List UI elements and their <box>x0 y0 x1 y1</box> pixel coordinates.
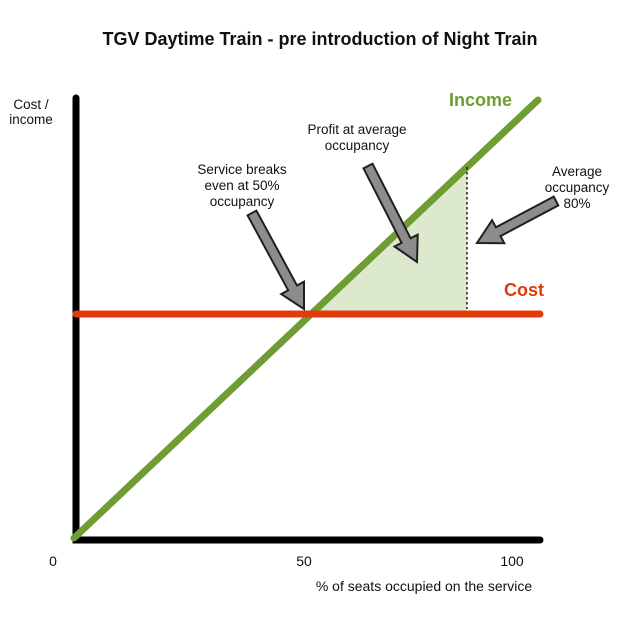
average-occupancy-arrow-icon <box>475 195 560 245</box>
x-tick-50: 50 <box>296 553 312 569</box>
y-axis-label: Cost / income <box>9 97 53 127</box>
cost-line-label: Cost <box>504 280 544 300</box>
income-line-label: Income <box>449 90 513 110</box>
annotation-profit: Profit at average occupancy <box>307 122 407 153</box>
x-axis-label: % of seats occupied on the service <box>315 578 533 594</box>
annotation-average-occupancy: Average occupancy 80% <box>544 164 610 211</box>
income-line <box>70 96 542 542</box>
chart-title: TGV Daytime Train - pre introduction of … <box>102 29 538 49</box>
profit-arrow-icon <box>362 162 419 264</box>
x-tick-100: 100 <box>500 553 524 569</box>
annotation-break-even: Service breaks even at 50% occupancy <box>197 162 287 209</box>
break-even-arrow-icon <box>246 209 305 311</box>
x-tick-0: 0 <box>49 553 57 569</box>
